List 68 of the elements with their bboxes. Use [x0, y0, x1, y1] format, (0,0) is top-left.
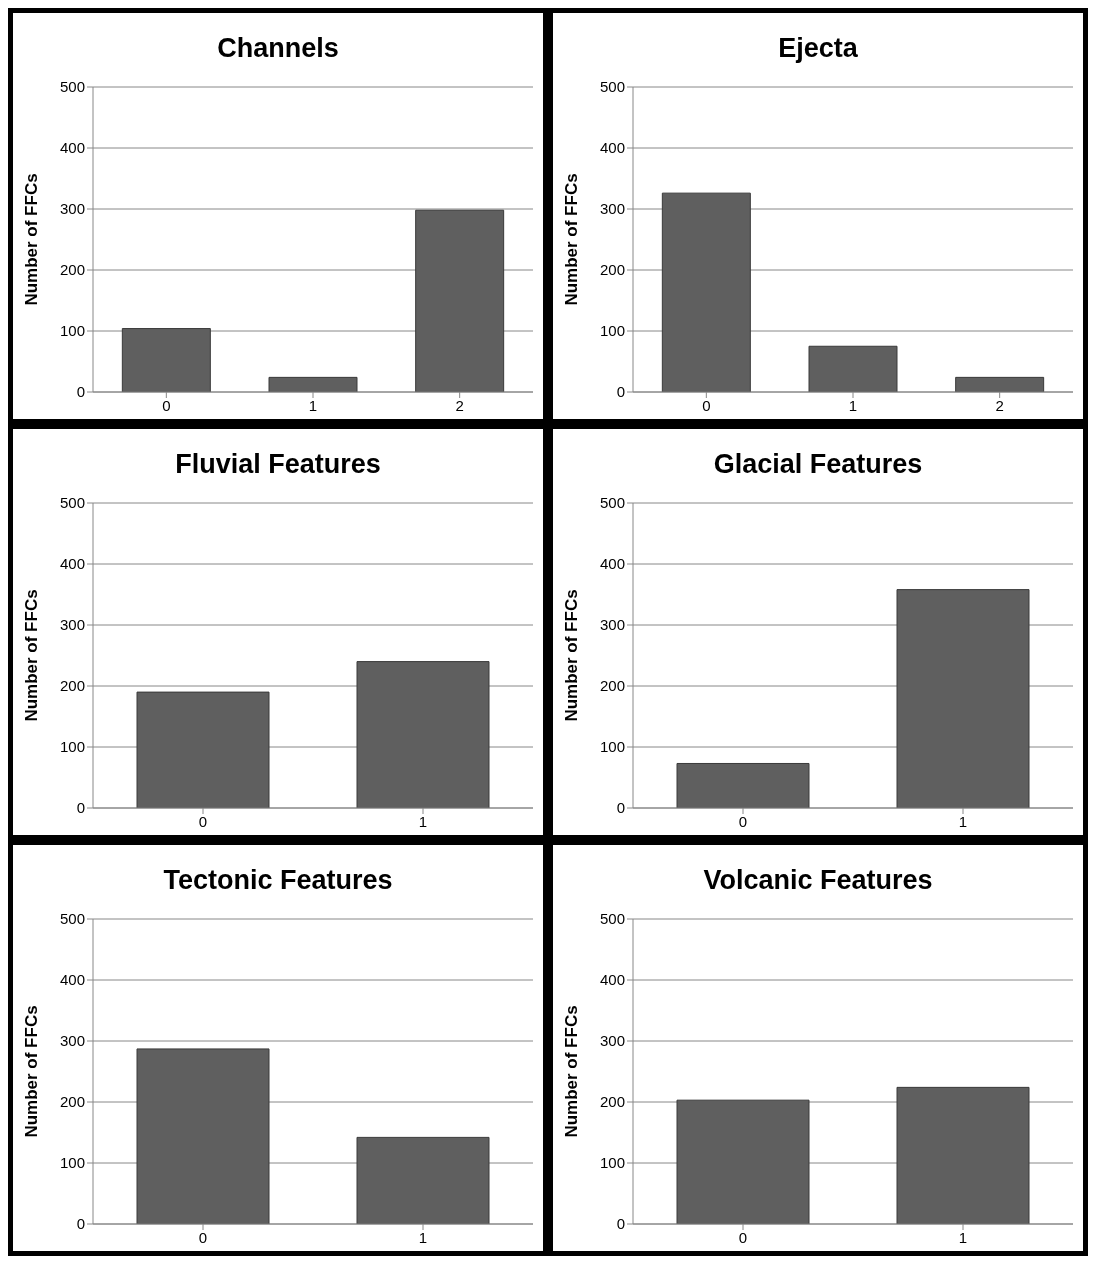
- x-tick-label: 0: [198, 1228, 208, 1246]
- y-tick-label: 300: [599, 200, 625, 218]
- y-tick-label: 500: [59, 910, 85, 928]
- y-tick-label: 400: [59, 971, 85, 989]
- y-axis-title: Number of FFCs: [22, 589, 42, 722]
- y-tick-label: 500: [599, 910, 625, 928]
- y-tick-label: 200: [59, 261, 85, 279]
- y-tick-label: 100: [599, 738, 625, 756]
- y-axis-title: Number of FFCs: [562, 173, 582, 306]
- y-axis-title: Number of FFCs: [22, 173, 42, 306]
- y-tick-label: 100: [59, 1154, 85, 1172]
- y-tick-label: 100: [599, 1154, 625, 1172]
- y-tick-label: 300: [59, 1032, 85, 1050]
- y-tick-label: 100: [59, 738, 85, 756]
- chart-title: Volcanic Features: [702, 864, 934, 897]
- y-tick-label: 300: [59, 616, 85, 634]
- x-tick-label: 2: [455, 396, 464, 414]
- x-tick-label: 2: [995, 396, 1004, 414]
- y-tick-label: 0: [616, 1215, 625, 1233]
- chart-title: Fluvial Features: [174, 448, 382, 481]
- chart-title: Tectonic Features: [162, 864, 394, 897]
- bar: [268, 376, 358, 392]
- y-tick-label: 300: [59, 200, 85, 218]
- y-tick-label: 200: [59, 677, 85, 695]
- y-tick-label: 400: [59, 555, 85, 573]
- y-tick-label: 200: [599, 1093, 625, 1111]
- y-tick-label: 100: [599, 322, 625, 340]
- y-tick-label: 200: [599, 677, 625, 695]
- chart-title: Ejecta: [777, 32, 859, 65]
- x-tick-label: 1: [418, 812, 428, 830]
- y-tick-label: 100: [59, 322, 85, 340]
- y-tick-label: 0: [76, 383, 85, 401]
- y-tick-label: 500: [59, 78, 85, 96]
- x-tick-label: 1: [958, 1228, 968, 1246]
- chart-title: Channels: [216, 32, 340, 65]
- y-tick-label: 0: [616, 383, 625, 401]
- x-tick-label: 1: [308, 396, 318, 414]
- x-tick-label: 0: [702, 396, 711, 414]
- x-tick-label: 0: [738, 1228, 748, 1246]
- y-tick-label: 0: [76, 799, 85, 817]
- y-tick-label: 400: [599, 971, 625, 989]
- x-tick-label: 0: [162, 396, 171, 414]
- y-tick-label: 0: [616, 799, 625, 817]
- y-tick-label: 0: [76, 1215, 85, 1233]
- y-tick-label: 400: [599, 555, 625, 573]
- y-axis-title: Number of FFCs: [562, 1005, 582, 1138]
- y-tick-label: 200: [599, 261, 625, 279]
- x-tick-label: 0: [198, 812, 208, 830]
- bar: [808, 345, 898, 392]
- y-tick-label: 300: [599, 616, 625, 634]
- y-tick-label: 200: [59, 1093, 85, 1111]
- y-axis-title: Number of FFCs: [22, 1005, 42, 1138]
- y-tick-label: 500: [59, 494, 85, 512]
- chart-title: Glacial Features: [712, 448, 924, 481]
- bar: [121, 328, 211, 392]
- y-tick-label: 300: [599, 1032, 625, 1050]
- bar: [661, 192, 751, 392]
- y-tick-label: 500: [599, 78, 625, 96]
- y-axis-title: Number of FFCs: [562, 589, 582, 722]
- y-tick-label: 400: [59, 139, 85, 157]
- bar: [415, 209, 505, 392]
- x-tick-label: 0: [738, 812, 748, 830]
- y-tick-label: 500: [599, 494, 625, 512]
- y-tick-label: 400: [599, 139, 625, 157]
- bar: [955, 376, 1045, 392]
- x-tick-label: 1: [958, 812, 968, 830]
- x-tick-label: 1: [848, 396, 858, 414]
- x-tick-label: 1: [418, 1228, 428, 1246]
